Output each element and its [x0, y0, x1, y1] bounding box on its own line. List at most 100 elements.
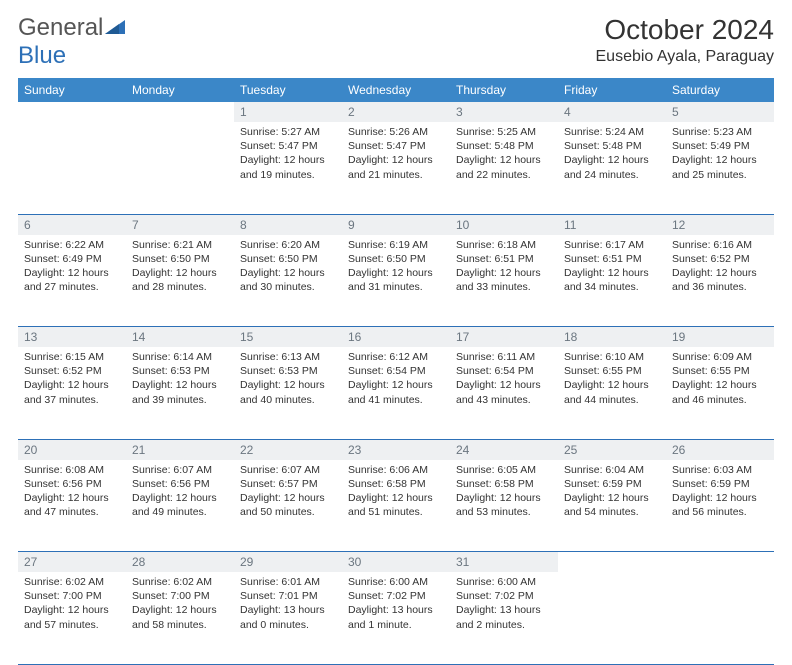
sunset-line: Sunset: 6:59 PM [564, 477, 660, 491]
day-details: Sunrise: 6:13 AMSunset: 6:53 PMDaylight:… [234, 347, 342, 413]
daylight-line: Daylight: 12 hours and 30 minutes. [240, 266, 336, 294]
day-header: Tuesday [234, 78, 342, 102]
sunrise-line: Sunrise: 6:02 AM [24, 575, 120, 589]
sunset-line: Sunset: 6:55 PM [672, 364, 768, 378]
daylight-line: Daylight: 12 hours and 56 minutes. [672, 491, 768, 519]
empty-cell [18, 102, 126, 122]
sunrise-line: Sunrise: 5:26 AM [348, 125, 444, 139]
sunset-line: Sunset: 7:01 PM [240, 589, 336, 603]
sunset-line: Sunset: 7:00 PM [132, 589, 228, 603]
day-cell: Sunrise: 5:27 AMSunset: 5:47 PMDaylight:… [234, 122, 342, 214]
day-details: Sunrise: 6:00 AMSunset: 7:02 PMDaylight:… [342, 572, 450, 638]
day-cell: Sunrise: 6:00 AMSunset: 7:02 PMDaylight:… [450, 572, 558, 664]
sunrise-line: Sunrise: 6:05 AM [456, 463, 552, 477]
day-number: 22 [234, 439, 342, 460]
day-details: Sunrise: 6:03 AMSunset: 6:59 PMDaylight:… [666, 460, 774, 526]
empty-cell [126, 102, 234, 122]
sunrise-line: Sunrise: 6:12 AM [348, 350, 444, 364]
page-title: October 2024 [596, 14, 775, 46]
day-details: Sunrise: 6:10 AMSunset: 6:55 PMDaylight:… [558, 347, 666, 413]
daylight-line: Daylight: 12 hours and 46 minutes. [672, 378, 768, 406]
sunset-line: Sunset: 6:57 PM [240, 477, 336, 491]
day-number: 28 [126, 552, 234, 573]
day-number: 26 [666, 439, 774, 460]
day-details: Sunrise: 6:16 AMSunset: 6:52 PMDaylight:… [666, 235, 774, 301]
sunrise-line: Sunrise: 6:18 AM [456, 238, 552, 252]
day-details: Sunrise: 6:01 AMSunset: 7:01 PMDaylight:… [234, 572, 342, 638]
daylight-line: Daylight: 12 hours and 50 minutes. [240, 491, 336, 519]
day-header: Monday [126, 78, 234, 102]
sunrise-line: Sunrise: 6:17 AM [564, 238, 660, 252]
sunset-line: Sunset: 6:50 PM [132, 252, 228, 266]
day-number: 16 [342, 327, 450, 348]
day-header: Saturday [666, 78, 774, 102]
sunset-line: Sunset: 7:02 PM [456, 589, 552, 603]
sunrise-line: Sunrise: 6:02 AM [132, 575, 228, 589]
daylight-line: Daylight: 12 hours and 43 minutes. [456, 378, 552, 406]
week-row: Sunrise: 5:27 AMSunset: 5:47 PMDaylight:… [18, 122, 774, 214]
sunset-line: Sunset: 6:56 PM [24, 477, 120, 491]
day-number: 23 [342, 439, 450, 460]
day-cell: Sunrise: 5:23 AMSunset: 5:49 PMDaylight:… [666, 122, 774, 214]
day-details: Sunrise: 6:05 AMSunset: 6:58 PMDaylight:… [450, 460, 558, 526]
day-header-row: SundayMondayTuesdayWednesdayThursdayFrid… [18, 78, 774, 102]
day-details: Sunrise: 6:08 AMSunset: 6:56 PMDaylight:… [18, 460, 126, 526]
calendar-table: SundayMondayTuesdayWednesdayThursdayFrid… [18, 78, 774, 665]
day-details: Sunrise: 6:00 AMSunset: 7:02 PMDaylight:… [450, 572, 558, 638]
sunrise-line: Sunrise: 5:23 AM [672, 125, 768, 139]
day-cell: Sunrise: 6:17 AMSunset: 6:51 PMDaylight:… [558, 235, 666, 327]
day-cell: Sunrise: 6:06 AMSunset: 6:58 PMDaylight:… [342, 460, 450, 552]
sunset-line: Sunset: 6:51 PM [564, 252, 660, 266]
day-cell: Sunrise: 6:12 AMSunset: 6:54 PMDaylight:… [342, 347, 450, 439]
header: General Blue October 2024 Eusebio Ayala,… [18, 14, 774, 70]
day-number: 17 [450, 327, 558, 348]
daylight-line: Daylight: 12 hours and 53 minutes. [456, 491, 552, 519]
daylight-line: Daylight: 12 hours and 31 minutes. [348, 266, 444, 294]
day-details: Sunrise: 6:17 AMSunset: 6:51 PMDaylight:… [558, 235, 666, 301]
day-cell: Sunrise: 6:10 AMSunset: 6:55 PMDaylight:… [558, 347, 666, 439]
sunset-line: Sunset: 7:02 PM [348, 589, 444, 603]
day-details: Sunrise: 5:27 AMSunset: 5:47 PMDaylight:… [234, 122, 342, 188]
sunset-line: Sunset: 6:52 PM [672, 252, 768, 266]
sunset-line: Sunset: 6:53 PM [240, 364, 336, 378]
logo-word-1: General [18, 14, 103, 41]
sunrise-line: Sunrise: 6:04 AM [564, 463, 660, 477]
day-number: 5 [666, 102, 774, 122]
sunset-line: Sunset: 5:47 PM [348, 139, 444, 153]
day-details: Sunrise: 5:25 AMSunset: 5:48 PMDaylight:… [450, 122, 558, 188]
day-number: 1 [234, 102, 342, 122]
sunset-line: Sunset: 7:00 PM [24, 589, 120, 603]
sunset-line: Sunset: 6:55 PM [564, 364, 660, 378]
day-number: 29 [234, 552, 342, 573]
empty-cell [558, 572, 666, 664]
day-details: Sunrise: 6:11 AMSunset: 6:54 PMDaylight:… [450, 347, 558, 413]
logo-word-2: Blue [18, 42, 66, 69]
sunrise-line: Sunrise: 6:01 AM [240, 575, 336, 589]
logo-text: General Blue [18, 14, 127, 70]
day-number-row: 13141516171819 [18, 327, 774, 348]
sunset-line: Sunset: 6:58 PM [456, 477, 552, 491]
day-header: Wednesday [342, 78, 450, 102]
day-number-row: 12345 [18, 102, 774, 122]
daylight-line: Daylight: 12 hours and 58 minutes. [132, 603, 228, 631]
day-header: Thursday [450, 78, 558, 102]
sunrise-line: Sunrise: 6:03 AM [672, 463, 768, 477]
day-details: Sunrise: 6:06 AMSunset: 6:58 PMDaylight:… [342, 460, 450, 526]
logo-sail-icon [105, 14, 127, 42]
daylight-line: Daylight: 12 hours and 27 minutes. [24, 266, 120, 294]
daylight-line: Daylight: 12 hours and 19 minutes. [240, 153, 336, 181]
sunrise-line: Sunrise: 6:00 AM [348, 575, 444, 589]
week-row: Sunrise: 6:02 AMSunset: 7:00 PMDaylight:… [18, 572, 774, 664]
sunrise-line: Sunrise: 6:15 AM [24, 350, 120, 364]
daylight-line: Daylight: 12 hours and 57 minutes. [24, 603, 120, 631]
day-cell: Sunrise: 6:15 AMSunset: 6:52 PMDaylight:… [18, 347, 126, 439]
sunset-line: Sunset: 5:47 PM [240, 139, 336, 153]
location-subtitle: Eusebio Ayala, Paraguay [596, 48, 775, 66]
sunrise-line: Sunrise: 6:11 AM [456, 350, 552, 364]
day-number: 18 [558, 327, 666, 348]
daylight-line: Daylight: 12 hours and 40 minutes. [240, 378, 336, 406]
day-details: Sunrise: 6:09 AMSunset: 6:55 PMDaylight:… [666, 347, 774, 413]
day-cell: Sunrise: 6:13 AMSunset: 6:53 PMDaylight:… [234, 347, 342, 439]
day-number: 20 [18, 439, 126, 460]
day-number: 11 [558, 214, 666, 235]
